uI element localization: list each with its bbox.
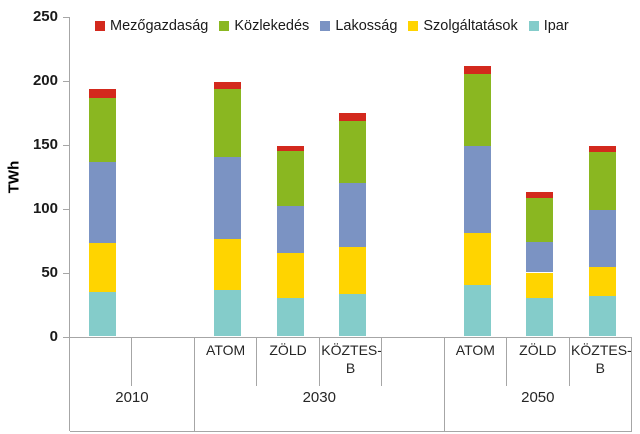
legend-item-mezogazdasag: Mezőgazdaság	[95, 18, 208, 34]
bar-segment-2050-atom-ipar	[463, 285, 491, 337]
y-axis-tick	[63, 144, 70, 146]
bar-segment-2030-koztes-b-mezogazdasag	[339, 112, 366, 122]
bar-segment-2050-zold-mezogazdasag	[526, 191, 554, 199]
bar-segment-2050-zold-szolgaltatasok	[526, 272, 554, 299]
y-tick-label-100: 100	[32, 199, 58, 217]
category-divider	[568, 337, 570, 386]
y-tick-label-0: 0	[49, 327, 58, 345]
year-group-divider	[631, 337, 632, 431]
bar-segment-2010-mezogazdasag	[89, 89, 117, 99]
x-label-scenario-2050-atom: ATOM	[455, 342, 495, 358]
bar-segment-2010-lakossag	[89, 162, 117, 244]
bar-segment-2030-zold-szolgaltatasok	[276, 253, 304, 299]
bar-segment-2050-koztes-b-mezogazdasag	[588, 145, 616, 153]
x-label-scenario-2030-zold: ZÖLD	[269, 342, 307, 358]
bar-segment-2050-atom-kozlekedes	[463, 74, 491, 146]
y-axis-tick	[63, 80, 70, 82]
bar-segment-2050-koztes-b-ipar	[588, 295, 616, 337]
bar-segment-2050-atom-szolgaltatasok	[463, 232, 491, 286]
bar-segment-2030-atom-ipar	[214, 290, 242, 337]
bar-segment-2030-atom-kozlekedes	[214, 89, 242, 158]
y-axis-tick	[63, 16, 70, 18]
bar-segment-2050-zold-ipar	[526, 298, 554, 337]
year-group-divider	[69, 337, 70, 431]
year-group-divider	[193, 337, 195, 431]
y-axis-title: TWh	[5, 160, 23, 194]
x-label-year-2050: 2050	[521, 389, 555, 406]
y-tick-label-50: 50	[41, 263, 58, 281]
bar-segment-2030-atom-szolgaltatasok	[214, 239, 242, 291]
legend-item-szolgaltatasok: Szolgáltatások	[408, 18, 518, 34]
legend: Mezőgazdaság Közlekedés Lakosság Szolgáltat…	[95, 16, 569, 36]
legend-label-lakossag: Lakosság	[335, 18, 398, 34]
bar-segment-2030-atom-lakossag	[214, 157, 242, 240]
bar-segment-2010-kozlekedes	[89, 98, 117, 163]
legend-swatch-icon-kozlekedes	[219, 21, 230, 31]
category-divider	[318, 337, 320, 386]
bar-segment-2030-zold-mezogazdasag	[276, 145, 304, 151]
legend-label-mezogazdasag: Mezőgazdaság	[110, 18, 209, 34]
legend-item-ipar: Ipar	[528, 18, 569, 34]
y-axis-tick	[63, 272, 70, 274]
bar-segment-2050-koztes-b-kozlekedes	[588, 152, 616, 210]
bar-segment-2050-zold-kozlekedes	[526, 198, 554, 242]
bar-segment-2030-zold-kozlekedes	[276, 150, 304, 206]
category-divider	[506, 337, 508, 386]
bar-segment-2030-zold-ipar	[276, 298, 304, 337]
x-label-year-2030: 2030	[302, 389, 336, 406]
category-divider	[131, 337, 133, 386]
x-label-scenario-2030-atom: ATOM	[206, 342, 246, 358]
legend-label-kozlekedes: Közlekedés	[234, 18, 310, 34]
axis-bottom-border	[69, 430, 632, 432]
bar-segment-2050-zold-lakossag	[526, 241, 554, 273]
year-group-divider	[443, 337, 445, 431]
bar-segment-2050-atom-mezogazdasag	[463, 66, 491, 75]
category-divider	[381, 337, 383, 386]
y-tick-label-250: 250	[32, 7, 58, 25]
bar-segment-2050-koztes-b-lakossag	[588, 209, 616, 268]
legend-swatch-icon-ipar	[528, 21, 539, 31]
legend-item-kozlekedes: Közlekedés	[219, 18, 309, 34]
legend-swatch-icon-mezogazdasag	[95, 21, 105, 31]
bar-segment-2010-ipar	[89, 291, 117, 337]
x-label-scenario-2030-koztes-b: KÖZTES-B	[321, 342, 382, 376]
bar-segment-2030-zold-lakossag	[276, 205, 304, 254]
x-label-year-2010: 2010	[115, 389, 149, 406]
y-axis-tick	[63, 208, 70, 210]
bar-segment-2030-koztes-b-kozlekedes	[339, 121, 366, 183]
bar-segment-2010-szolgaltatasok	[89, 243, 117, 292]
bar-segment-2050-koztes-b-szolgaltatasok	[588, 267, 616, 296]
bar-segment-2050-atom-lakossag	[463, 145, 491, 233]
legend-swatch-icon-lakossag	[320, 21, 331, 31]
x-label-scenario-2050-koztes-b: KÖZTES-B	[571, 342, 632, 376]
bar-segment-2030-koztes-b-ipar	[339, 294, 366, 337]
legend-label-ipar: Ipar	[543, 18, 569, 34]
legend-label-szolgaltatasok: Szolgáltatások	[423, 18, 518, 34]
y-tick-label-150: 150	[32, 135, 58, 153]
x-label-scenario-2050-zold: ZÖLD	[519, 342, 557, 358]
legend-swatch-icon-szolgaltatasok	[408, 21, 419, 31]
bar-segment-2030-atom-mezogazdasag	[214, 81, 242, 90]
y-axis-line	[69, 16, 70, 337]
bar-segment-2030-koztes-b-lakossag	[339, 182, 366, 247]
x-axis-line	[63, 336, 632, 338]
bar-segment-2030-koztes-b-szolgaltatasok	[339, 246, 366, 295]
y-tick-label-200: 200	[32, 71, 58, 89]
legend-item-lakossag: Lakosság	[320, 18, 397, 34]
category-divider	[256, 337, 258, 386]
